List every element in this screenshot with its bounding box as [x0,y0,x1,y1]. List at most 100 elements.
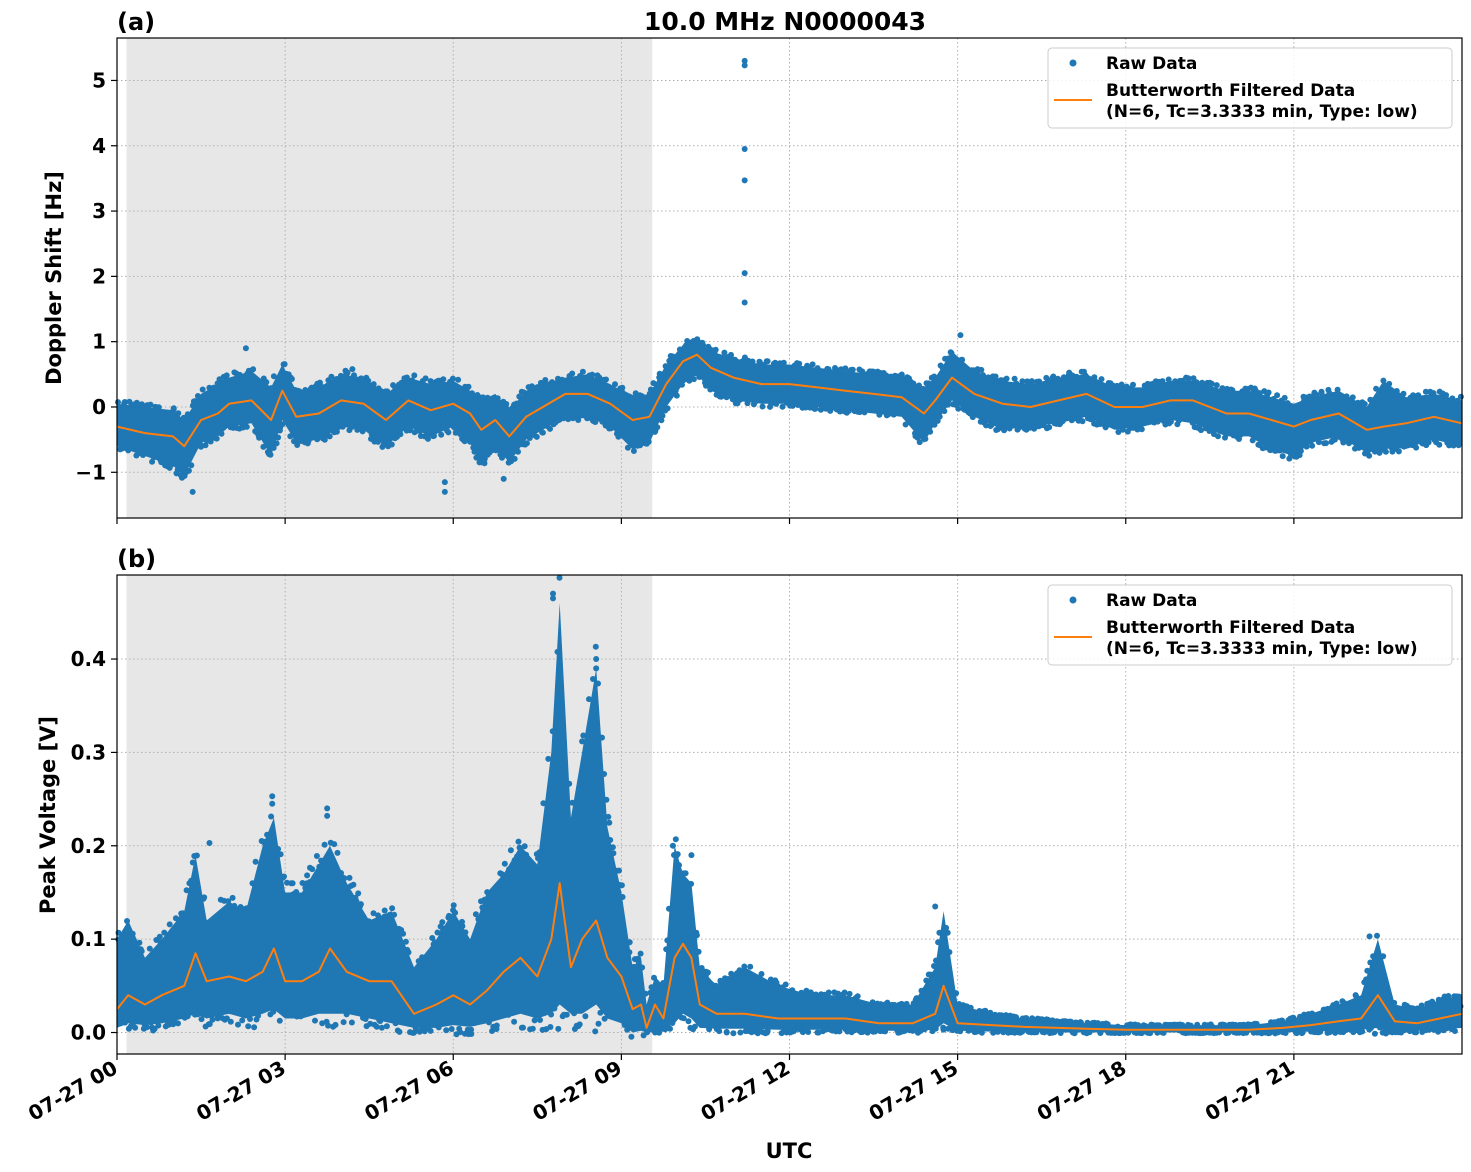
raw-data-point [211,938,218,945]
raw-data-outlier [741,177,748,184]
raw-data-point [357,901,364,908]
raw-data-point [115,399,121,406]
raw-data-point [375,438,381,445]
raw-data-point [144,981,151,988]
raw-data-point [1033,1029,1040,1036]
raw-data-point [317,382,324,389]
raw-data-point [340,1019,347,1026]
raw-data-point [1326,390,1333,397]
raw-data-point [1221,1022,1228,1028]
raw-data-point [902,421,909,428]
raw-data-point [270,373,277,380]
raw-data-outlier [500,475,507,482]
raw-data-point [189,859,196,866]
raw-data-point [405,949,412,956]
raw-data-point [933,381,940,388]
raw-data-point [640,405,647,412]
raw-data-point [890,411,897,418]
raw-data-point [639,393,646,400]
raw-data-point [312,1017,318,1024]
raw-data-point [1340,439,1347,446]
raw-data-point [635,958,642,965]
raw-data-point [350,881,357,888]
raw-data-point [651,974,657,981]
raw-data-point [1158,396,1165,403]
raw-data-point [196,1007,203,1014]
raw-data-point [1079,418,1086,425]
raw-data-outlier [593,656,600,663]
raw-data-point [1078,1019,1084,1026]
raw-data-point [1426,1026,1432,1033]
raw-data-point [1315,439,1322,446]
raw-data-point [1422,388,1429,395]
raw-data-point [946,949,953,956]
raw-data-point [332,1021,339,1028]
raw-data-point [1222,434,1228,441]
raw-data-point [608,425,615,432]
raw-data-point [288,376,295,382]
raw-data-point [579,738,586,745]
raw-data-point [1138,426,1145,433]
raw-data-point [1229,387,1236,394]
raw-data-point [664,405,671,412]
raw-data-point [779,403,786,410]
raw-data-point [644,1028,651,1034]
raw-data-point [134,1008,141,1015]
raw-data-point [1061,374,1068,381]
raw-data-point [749,358,756,365]
raw-data-point [227,1018,234,1025]
raw-data-point [691,1023,698,1030]
raw-data-point [378,388,385,395]
raw-data-point [528,1010,535,1017]
raw-data-point [1317,1028,1324,1035]
raw-data-point [422,375,429,382]
raw-data-point [549,379,556,386]
raw-data-point [1341,999,1347,1006]
raw-data-point [1041,1029,1048,1036]
raw-data-point [603,796,610,803]
raw-data-point [493,1022,500,1029]
raw-data-point [322,891,329,898]
raw-data-point [978,366,985,373]
raw-data-point [1135,1022,1142,1029]
raw-data-point [250,366,257,373]
raw-data-point [939,364,946,371]
raw-data-point [582,1013,589,1020]
y-axis-label-b: Peak Voltage [V] [36,716,60,914]
raw-data-point [441,416,448,423]
raw-data-point [425,435,431,442]
raw-data-point [1451,436,1458,443]
raw-data-point [346,874,353,881]
raw-data-point [1253,1020,1260,1027]
raw-data-point [1001,427,1008,434]
raw-data-point [457,431,464,438]
raw-data-point [486,1011,493,1018]
raw-data-outlier [324,812,331,819]
raw-data-point [397,431,404,438]
raw-data-point [334,849,341,856]
raw-data-point [210,989,217,996]
raw-data-point [796,360,803,367]
raw-data-point [685,1018,692,1025]
raw-data-point [1349,394,1356,401]
raw-data-point [1084,1019,1091,1026]
raw-data-point [499,871,505,878]
raw-data-point [297,1013,304,1020]
raw-data-point [1243,1029,1250,1036]
raw-data-point [1276,447,1283,454]
raw-data-point [1456,993,1463,1000]
y-tick-label: 0.0 [71,1021,106,1045]
raw-data-point [1418,422,1425,429]
raw-data-point [1114,1023,1121,1030]
raw-data-point [805,1029,812,1035]
raw-data-point [730,1030,737,1037]
raw-data-point [1409,1005,1416,1012]
raw-data-point [388,999,395,1006]
raw-data-point [1413,444,1420,451]
raw-data-point [983,422,990,429]
raw-data-point [263,379,270,386]
raw-data-point [183,887,190,894]
raw-data-point [125,447,132,454]
raw-data-point [940,1026,947,1033]
raw-data-point [624,444,631,451]
